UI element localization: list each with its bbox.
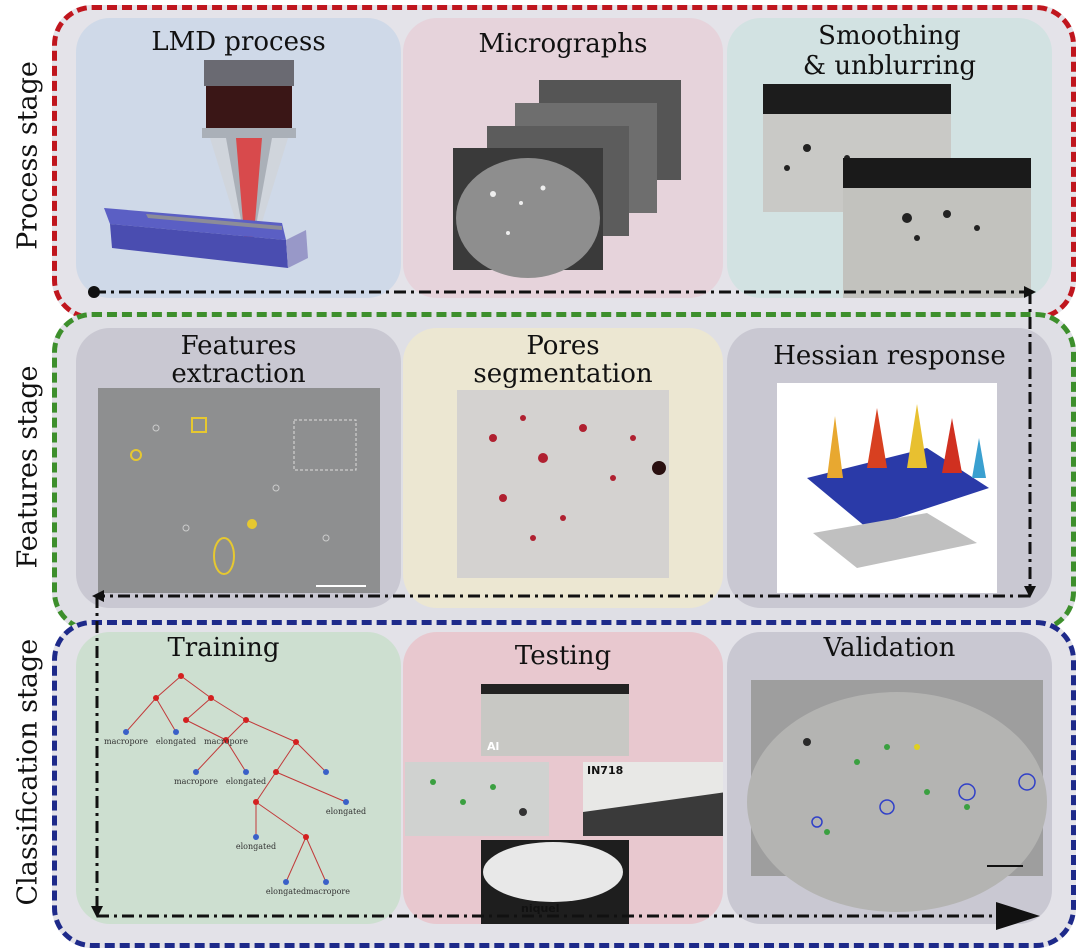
testing-panel: Testing Al IN718 niquel xyxy=(403,632,723,924)
smoothed-micrographs xyxy=(763,84,1031,298)
micrographs-title: Micrographs xyxy=(478,29,648,59)
tree-leaf-label: elongated xyxy=(236,842,276,851)
features-extraction-image xyxy=(98,388,380,593)
validation-panel: Validation xyxy=(727,632,1052,924)
validation-image xyxy=(747,680,1047,912)
classification-stage-label: Classification stage xyxy=(12,638,44,906)
decision-tree: macropore elongated macropore macropore … xyxy=(104,673,366,896)
pores-title-line2: segmentation xyxy=(473,359,653,389)
features-extraction-panel: Features extraction xyxy=(76,328,401,608)
micrograph-stack xyxy=(453,80,681,278)
lmd-process-title: LMD process xyxy=(151,27,326,57)
features-stage-label: Features stage xyxy=(12,365,44,569)
tree-leaf-label: macropore xyxy=(306,887,350,896)
tree-leaf-label: elongated xyxy=(156,737,196,746)
pores-segmentation-image xyxy=(457,390,669,578)
testing-label-al: Al xyxy=(487,740,500,753)
smoothing-title-line1: Smoothing xyxy=(818,21,961,51)
training-title: Training xyxy=(167,633,280,663)
lmd-process-panel: LMD process xyxy=(76,18,401,298)
smoothing-title-line2: & unblurring xyxy=(802,51,977,81)
hessian-response-panel: Hessian response xyxy=(727,328,1052,608)
testing-label-in718: IN718 xyxy=(587,764,624,777)
testing-title: Testing xyxy=(514,641,612,671)
features-title-line2: extraction xyxy=(171,359,306,389)
tree-leaf-label: elongated xyxy=(326,807,366,816)
hessian-surface-plot xyxy=(777,383,997,593)
process-stage-label: Process stage xyxy=(12,61,44,250)
tree-leaf-label: elongated xyxy=(266,887,306,896)
hessian-title: Hessian response xyxy=(773,341,1006,371)
tree-leaf-label: macropore xyxy=(174,777,218,786)
features-title-line1: Features xyxy=(180,331,297,361)
pores-segmentation-panel: Pores segmentation xyxy=(403,328,723,608)
tree-leaf-label: macropore xyxy=(104,737,148,746)
pores-title-line1: Pores xyxy=(526,331,600,361)
smoothing-panel: Smoothing & unblurring xyxy=(727,18,1052,298)
testing-images xyxy=(405,684,723,924)
tree-leaf-label: elongated xyxy=(226,777,266,786)
lmd-process-illustration xyxy=(104,60,308,268)
validation-title: Validation xyxy=(823,633,956,663)
training-panel: Training macropore elongated xyxy=(76,632,401,924)
testing-label-niquel: niquel xyxy=(521,902,560,915)
micrographs-panel: Micrographs xyxy=(403,18,723,298)
tree-leaf-label: macropore xyxy=(204,737,248,746)
